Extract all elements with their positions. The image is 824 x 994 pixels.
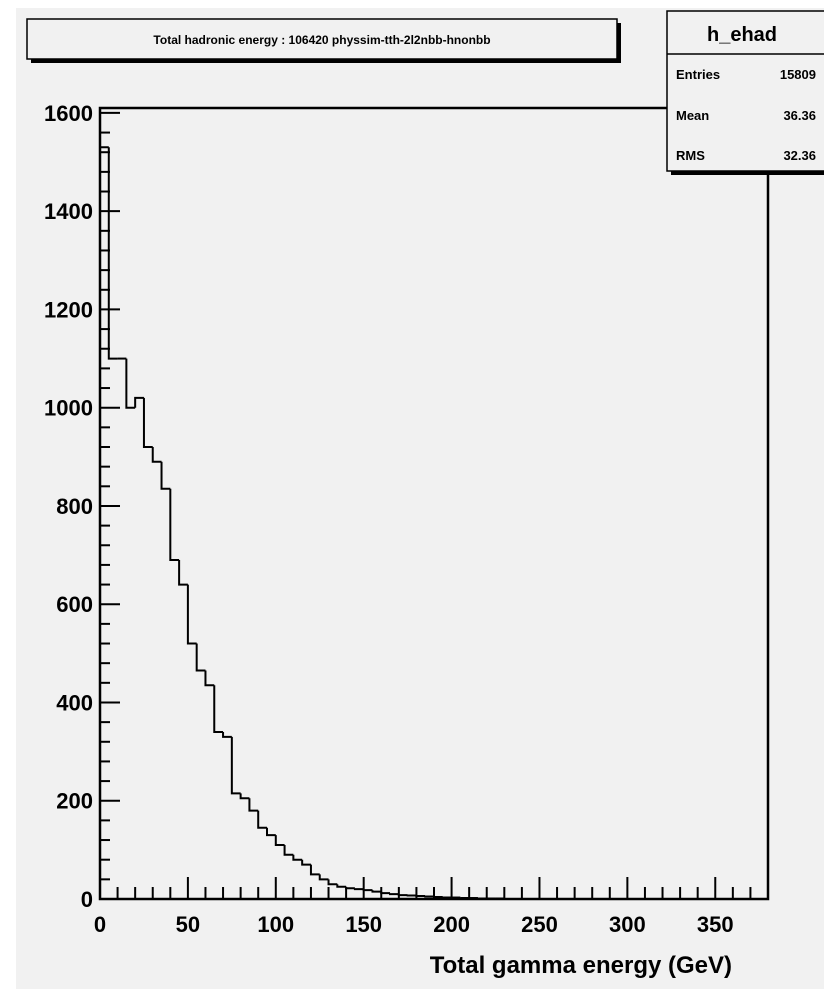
x-tick-label: 250 xyxy=(521,912,558,937)
stats-mean-label: Mean xyxy=(676,108,709,123)
x-tick-label: 100 xyxy=(257,912,294,937)
stats-rms-value: 32.36 xyxy=(783,148,816,163)
y-tick-label: 800 xyxy=(56,494,93,519)
x-tick-label: 300 xyxy=(609,912,646,937)
x-tick-label: 200 xyxy=(433,912,470,937)
y-tick-label: 200 xyxy=(56,789,93,814)
x-tick-label: 50 xyxy=(176,912,200,937)
x-tick-label: 350 xyxy=(697,912,734,937)
y-tick-label: 1600 xyxy=(44,101,93,126)
chart-title: Total hadronic energy : 106420 physsim-t… xyxy=(153,33,490,47)
x-axis-title: Total gamma energy (GeV) xyxy=(430,952,732,979)
histogram-bin xyxy=(390,893,399,894)
y-tick-label: 0 xyxy=(81,887,93,912)
stats-entries-label: Entries xyxy=(676,67,720,82)
title-box: Total hadronic energy : 106420 physsim-t… xyxy=(27,19,621,63)
histogram-bin xyxy=(399,894,408,895)
y-tick-label: 1400 xyxy=(44,199,93,224)
stats-mean-value: 36.36 xyxy=(783,108,816,123)
histogram-bin xyxy=(364,889,373,890)
x-tick-label: 0 xyxy=(94,912,106,937)
stats-box: h_ehad Entries 15809 Mean 36.36 RMS 32.3… xyxy=(667,11,824,175)
y-tick-label: 1200 xyxy=(44,297,93,322)
y-tick-label: 1000 xyxy=(44,396,93,421)
y-tick-label: 600 xyxy=(56,592,93,617)
x-tick-label: 150 xyxy=(345,912,382,937)
y-tick-label: 400 xyxy=(56,690,93,715)
stats-rms-label: RMS xyxy=(676,148,705,163)
stats-histogram-name: h_ehad xyxy=(707,24,777,46)
stats-entries-value: 15809 xyxy=(780,67,816,82)
histogram-bin xyxy=(355,888,364,889)
histogram-bin xyxy=(443,897,452,898)
